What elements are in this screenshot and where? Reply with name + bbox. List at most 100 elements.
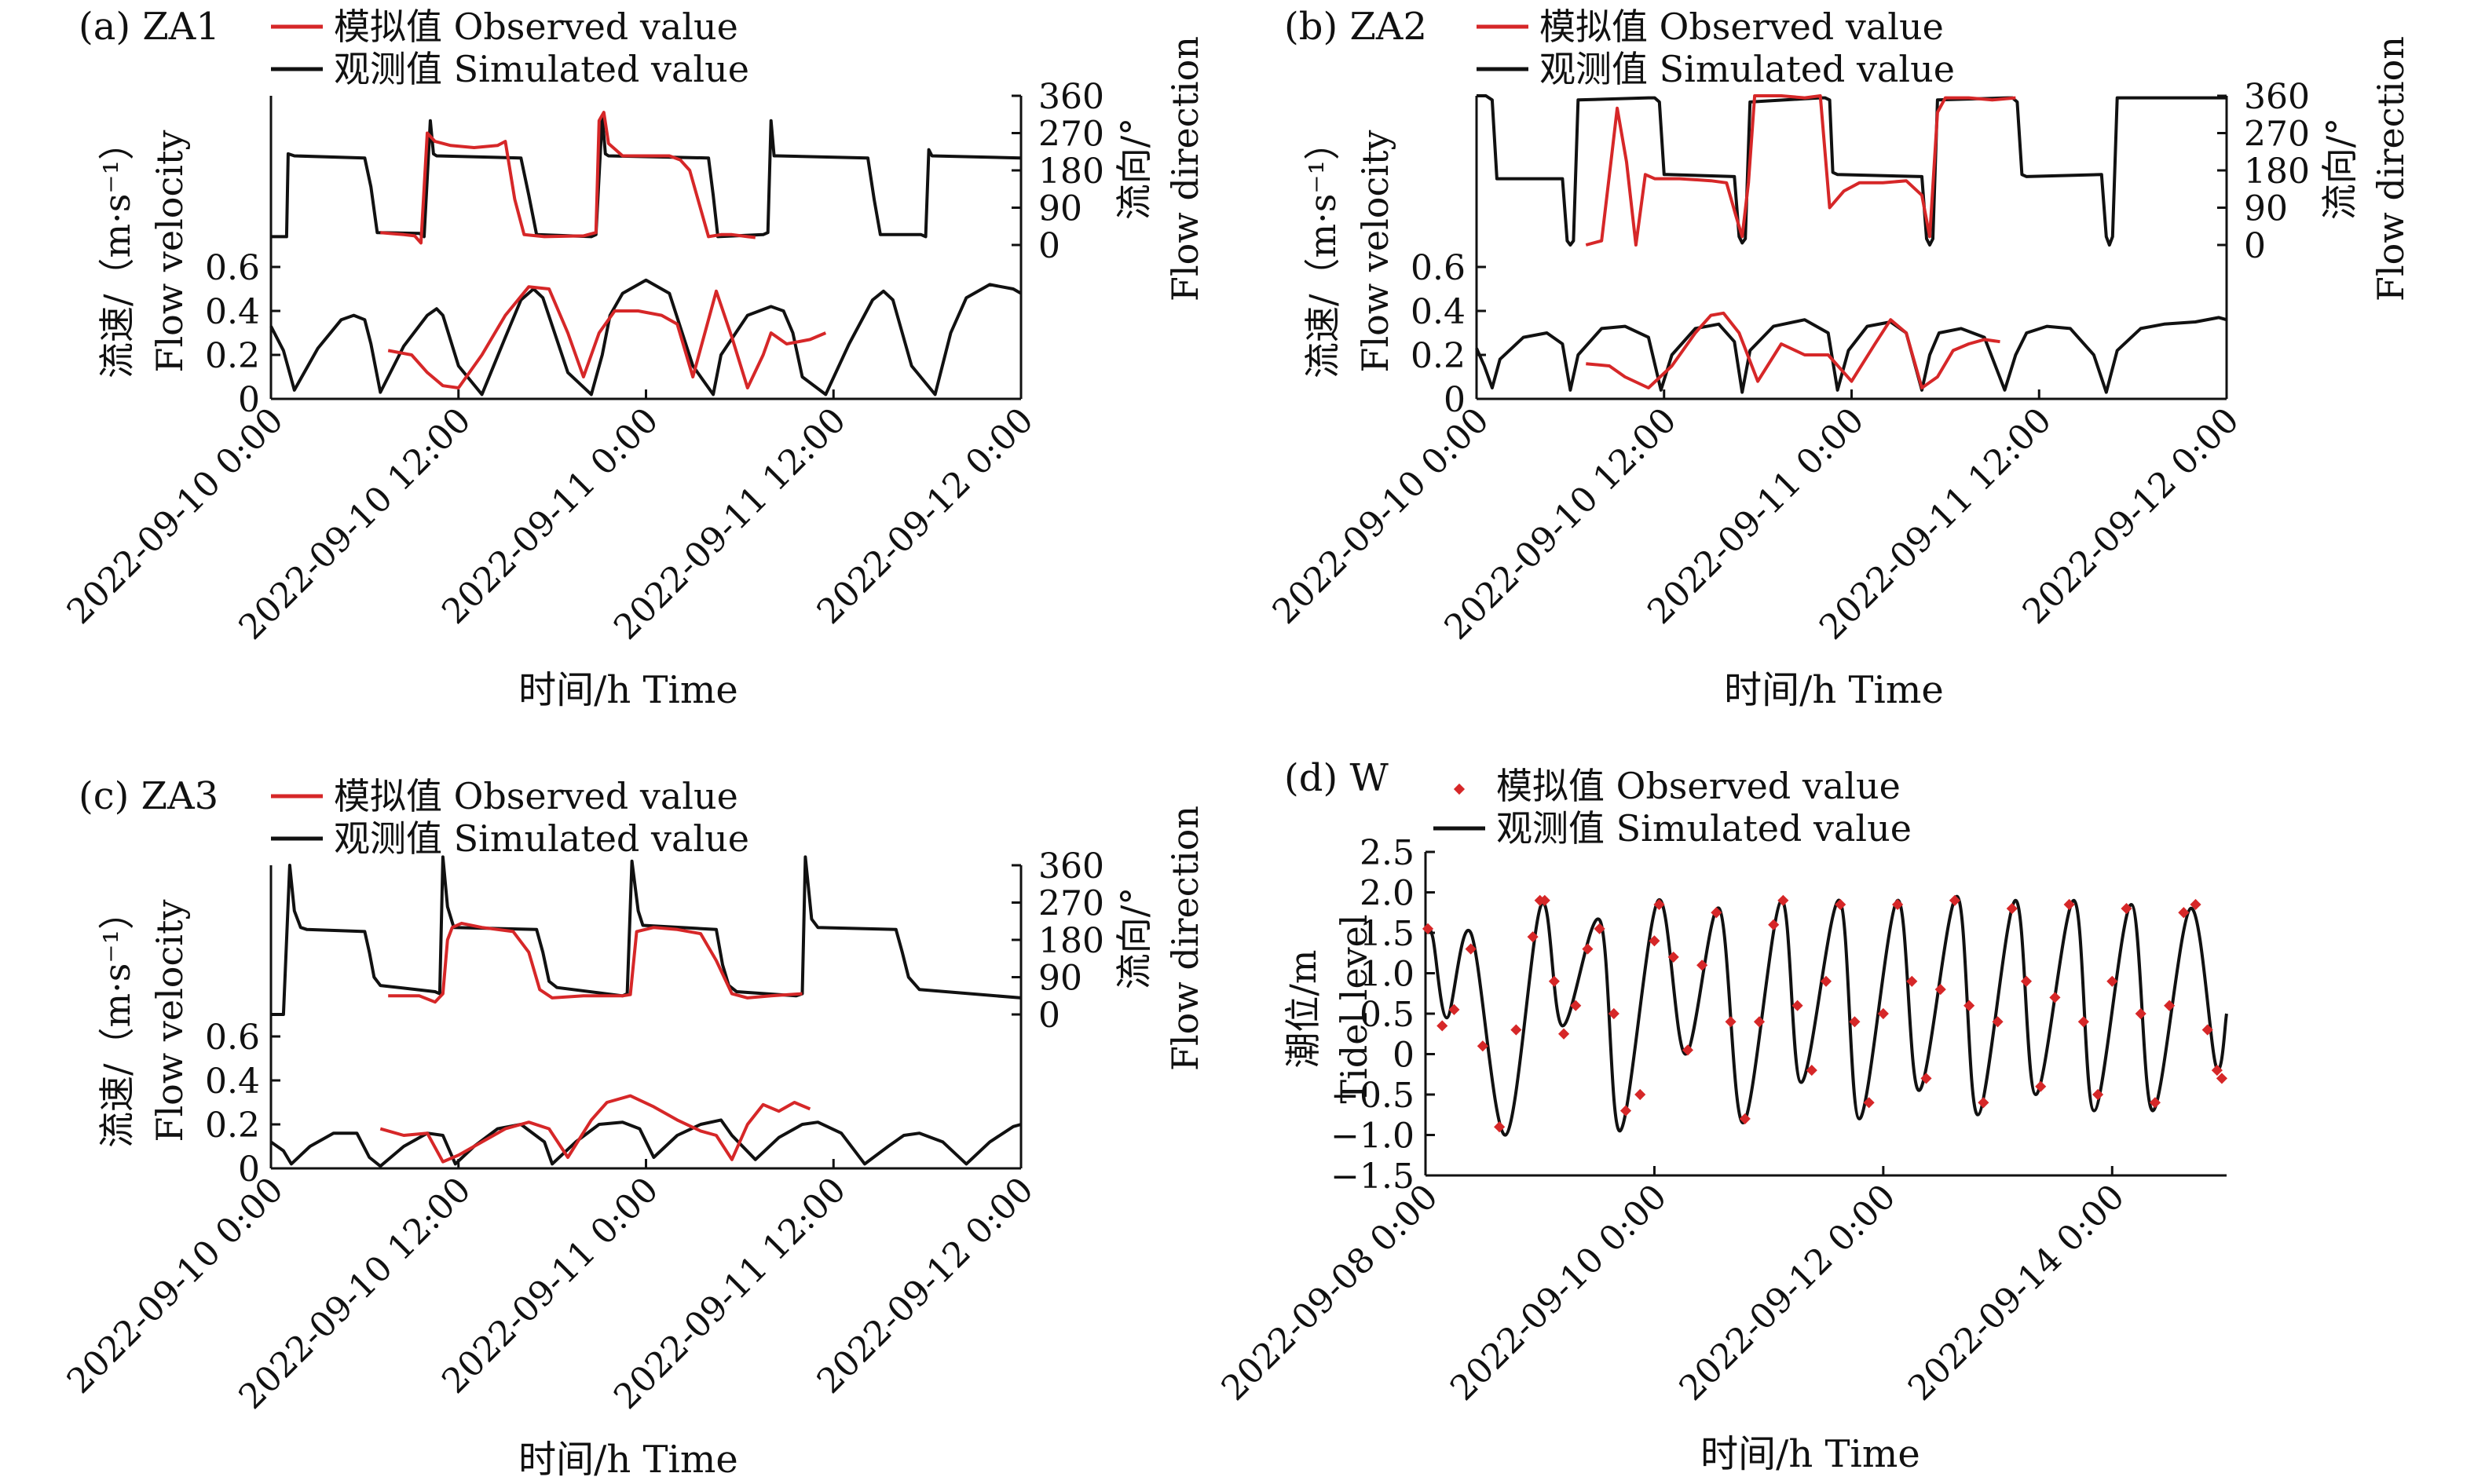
y2-tick-label: 180 <box>1038 152 1104 192</box>
y-axis-title: 流速/（m·s⁻¹） <box>96 124 138 378</box>
simulated-direction-line <box>271 115 1022 239</box>
y2-tick-label: 360 <box>1038 77 1104 117</box>
y-axis-title: Flow velocity <box>148 900 191 1142</box>
observed-tide-point <box>1558 1028 1570 1040</box>
observed-tide-point <box>2035 1080 2047 1092</box>
y2-axis-title: Flow direction <box>1164 36 1206 302</box>
panel-label: (a) ZA1 <box>79 5 220 49</box>
observed-tide-point <box>2049 992 2061 1003</box>
legend-label: 模拟值 Observed value <box>1496 765 1901 807</box>
y-tick-label: 0.4 <box>205 292 260 332</box>
observed-tide-point <box>1465 943 1477 955</box>
y-tick-label: 0 <box>1393 1036 1414 1076</box>
observed-tide-point <box>2135 1007 2146 1020</box>
observed-tide-point <box>2006 903 2018 915</box>
y2-tick-label: 90 <box>2244 189 2288 229</box>
y-axis-title: Flow velocity <box>1354 130 1396 373</box>
y2-tick-label: 0 <box>1038 226 1060 266</box>
y-tick-label: 0 <box>238 1150 260 1190</box>
panel-label: (d) W <box>1284 756 1389 800</box>
y-tick-label: 0.2 <box>205 1106 260 1146</box>
y2-tick-label: 270 <box>2244 115 2310 155</box>
simulated-velocity-line <box>269 1118 1022 1168</box>
x-axis-title: 时间/h Time <box>518 668 738 712</box>
simulated-direction-line <box>1477 94 2227 247</box>
observed-velocity-line <box>379 1094 811 1164</box>
legend-label: 模拟值 Observed value <box>334 775 738 817</box>
y2-tick-label: 0 <box>2244 226 2266 266</box>
observed-tide-point <box>1582 943 1594 955</box>
observed-tide-point <box>1594 923 1605 934</box>
y-tick-label: 0 <box>238 380 260 420</box>
observed-tide-point <box>1634 1088 1646 1101</box>
observed-tide-point <box>1539 894 1550 906</box>
observed-velocity-line <box>387 285 827 389</box>
y2-axis-title: 流向/° <box>1113 887 1155 990</box>
observed-tide-point <box>1548 975 1560 987</box>
y-tick-label: 2.0 <box>1360 874 1414 914</box>
simulated-velocity-line <box>269 278 1022 397</box>
observed-tide-point <box>1448 1003 1460 1015</box>
legend-label: 模拟值 Observed value <box>334 5 738 48</box>
observed-tide-point <box>1510 1024 1522 1036</box>
observed-tide-point <box>1570 1000 1582 1011</box>
y2-axis-title: Flow direction <box>2370 36 2412 302</box>
y-tick-label: 1.0 <box>1360 955 1414 995</box>
x-tick-label: 2022-09-12 0:00 <box>1671 1177 1903 1409</box>
y2-tick-label: 0 <box>1038 996 1060 1036</box>
x-tick-label: 2022-09-08 0:00 <box>1214 1177 1446 1409</box>
observed-tide-point <box>1494 1121 1506 1133</box>
y-tick-label: −1.0 <box>1330 1117 1414 1157</box>
y-axis-title: 流速/（m·s⁻¹） <box>96 894 138 1148</box>
legend-label: 观测值 Simulated value <box>1496 807 1912 850</box>
simulated-tide-line <box>1424 894 2228 1137</box>
y2-tick-label: 360 <box>2244 77 2310 117</box>
observed-tide-point <box>1477 1040 1488 1052</box>
simulated-direction-line <box>271 855 1022 1016</box>
y-tick-label: 0.6 <box>205 1018 260 1058</box>
observed-tide-point <box>1978 1097 1989 1109</box>
x-axis-title: 时间/h Time <box>1700 1432 1920 1476</box>
y-tick-label: −0.5 <box>1330 1076 1414 1116</box>
observed-tide-point <box>2077 1016 2089 1028</box>
legend-label: 观测值 Simulated value <box>1539 48 1955 90</box>
y-tick-label: 0.6 <box>1411 248 1466 288</box>
observed-direction-line <box>380 111 756 245</box>
y2-axis-title: Flow direction <box>1164 806 1206 1071</box>
observed-tide-point <box>1422 923 1434 934</box>
legend-label: 观测值 Simulated value <box>334 817 749 860</box>
y-tick-label: 0.4 <box>205 1062 260 1102</box>
observed-tide-point <box>1963 1000 1975 1011</box>
x-tick-label: 2022-09-14 0:00 <box>1901 1177 2132 1409</box>
observed-tide-point <box>1527 931 1539 943</box>
y-tick-label: 0.6 <box>205 248 260 288</box>
y2-tick-label: 180 <box>1038 921 1104 961</box>
observed-tide-point <box>1619 1105 1632 1117</box>
y-axis-title: Flow velocity <box>148 130 191 373</box>
y-tick-label: −1.5 <box>1330 1157 1414 1197</box>
y-tick-label: 0.5 <box>1360 995 1414 1035</box>
y2-tick-label: 360 <box>1038 846 1104 886</box>
legend-marker-observed <box>1453 783 1466 795</box>
y2-tick-label: 180 <box>2244 152 2310 192</box>
observed-tide-point <box>1725 1016 1737 1028</box>
observed-tide-point <box>1436 1020 1448 1032</box>
panel-label: (c) ZA3 <box>79 774 218 818</box>
y2-axis-title: 流向/° <box>1113 118 1155 221</box>
y-tick-label: 0.2 <box>205 336 260 376</box>
y2-tick-label: 90 <box>1038 959 1082 999</box>
x-axis-title: 时间/h Time <box>1724 668 1944 712</box>
y-tick-label: 1.5 <box>1360 914 1414 954</box>
y2-axis-title: 流向/° <box>2318 118 2361 221</box>
y-tick-label: 0 <box>1444 380 1466 420</box>
y2-tick-label: 90 <box>1038 189 1082 229</box>
legend-label: 模拟值 Observed value <box>1539 5 1944 48</box>
y2-tick-label: 270 <box>1038 884 1104 924</box>
simulated-velocity-line <box>1475 316 2227 394</box>
observed-direction-line <box>1585 94 2016 247</box>
